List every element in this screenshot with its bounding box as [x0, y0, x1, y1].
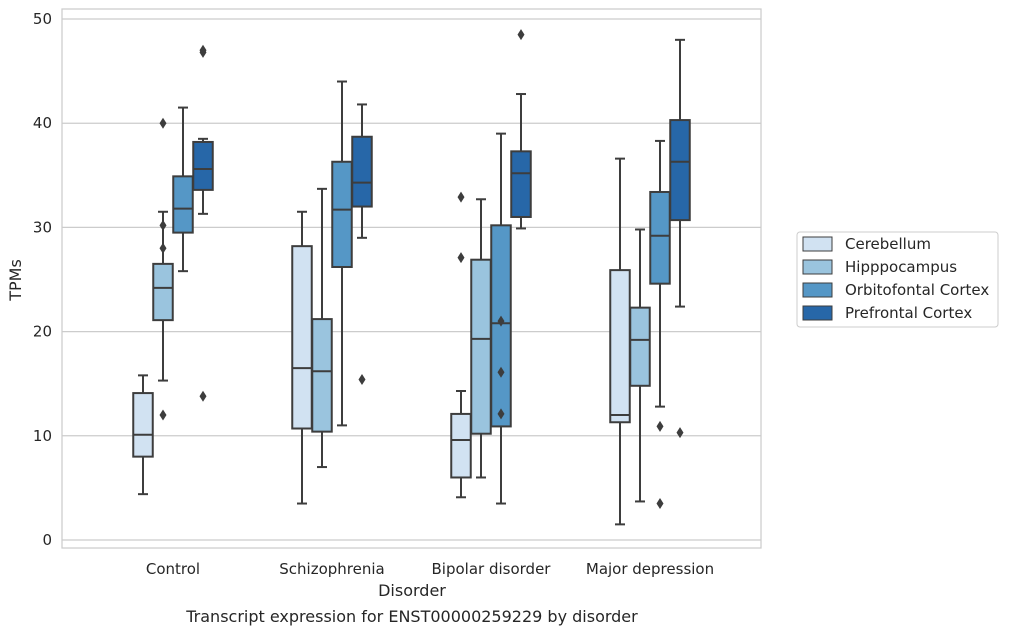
box-1-1	[311, 187, 333, 469]
outlier-point	[517, 29, 525, 41]
y-tick-label: 30	[33, 218, 52, 236]
outlier-point	[656, 498, 664, 510]
box-body	[629, 306, 651, 387]
x-tick-label: Control	[146, 560, 200, 578]
box-body	[291, 245, 313, 430]
box-body	[311, 318, 333, 433]
legend-label: Prefrontal Cortex	[845, 304, 972, 322]
x-axis-ticks: Control Schizophrenia Bipolar disorder Majo…	[146, 560, 714, 578]
plot-area-frame	[61, 8, 762, 549]
y-tick-label: 20	[33, 323, 52, 341]
box-2-0	[450, 191, 472, 499]
box-0-0	[132, 374, 154, 496]
box-1-2	[331, 80, 353, 427]
box-3-2	[649, 139, 671, 510]
box-0-2	[172, 106, 194, 273]
box-3-3	[669, 38, 691, 439]
outlier-point	[159, 409, 167, 421]
box-body	[172, 175, 194, 234]
box-layer	[132, 29, 691, 526]
outlier-point	[358, 374, 366, 386]
legend-label: Hipppocampus	[845, 258, 957, 276]
y-axis-ticks: 0 10 20 30 40 50	[33, 10, 52, 549]
box-body	[331, 160, 353, 268]
box-body	[132, 392, 154, 458]
outlier-point	[676, 427, 684, 439]
legend-label: Cerebellum	[845, 235, 931, 253]
outlier-point	[199, 390, 207, 402]
x-tick-label: Major depression	[586, 560, 714, 578]
box-body	[609, 269, 631, 424]
box-0-3	[192, 44, 214, 402]
box-body	[351, 135, 373, 208]
box-2-3	[510, 29, 532, 230]
box-1-3	[351, 103, 373, 386]
x-axis-label: Disorder	[378, 581, 446, 600]
outlier-point	[457, 252, 465, 264]
box-0-1	[152, 117, 174, 421]
outlier-point	[457, 191, 465, 203]
outlier-point	[159, 117, 167, 129]
box-body	[649, 190, 671, 285]
x-tick-label: Schizophrenia	[279, 560, 384, 578]
legend-swatch	[802, 282, 833, 298]
y-tick-label: 40	[33, 114, 52, 132]
x-tick-label: Bipolar disorder	[432, 560, 552, 578]
box-body	[192, 140, 214, 191]
legend-swatch	[802, 305, 833, 321]
y-tick-label: 0	[42, 531, 52, 549]
box-body	[152, 262, 174, 322]
box-2-2	[490, 132, 512, 505]
outlier-point	[159, 219, 167, 231]
outlier-point	[497, 408, 505, 420]
legend: Cerebellum Hipppocampus Orbitofontal Corte…	[796, 231, 999, 328]
outlier-point	[159, 242, 167, 254]
chart-caption: Transcript expression for ENST0000025922…	[185, 607, 638, 626]
legend-swatch	[802, 236, 833, 252]
y-tick-label: 10	[33, 427, 52, 445]
outlier-point	[497, 315, 505, 327]
box-body	[450, 412, 472, 479]
y-axis-label: TPMs	[6, 259, 25, 302]
legend-swatch	[802, 259, 833, 275]
outlier-point	[497, 366, 505, 378]
box-body	[510, 150, 532, 218]
box-body	[470, 258, 492, 435]
legend-frame	[796, 231, 999, 328]
legend-label: Orbitofontal Cortex	[845, 281, 989, 299]
box-3-1	[629, 228, 651, 503]
box-body	[669, 119, 691, 222]
y-tick-label: 50	[33, 10, 52, 28]
outlier-point	[199, 44, 207, 56]
box-3-0	[609, 157, 631, 526]
outlier-point	[656, 420, 664, 432]
